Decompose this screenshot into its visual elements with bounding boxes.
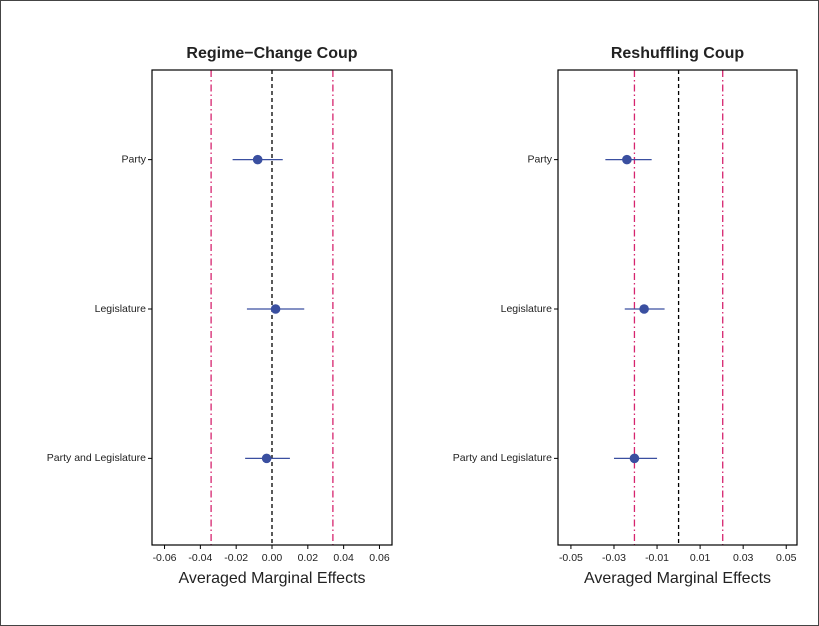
point-estimate — [629, 453, 640, 464]
x-tick-label: -0.04 — [188, 552, 212, 564]
x-tick-label: -0.05 — [559, 552, 583, 564]
point-estimate — [270, 304, 281, 314]
x-tick-label: -0.03 — [602, 552, 626, 564]
y-tick-label: Legislature — [501, 303, 553, 315]
y-tick-label: Party and Legislature — [453, 452, 552, 464]
x-tick-label: 0.05 — [776, 552, 797, 564]
plot-border — [557, 69, 798, 546]
y-tick-label: Party — [527, 153, 552, 165]
x-tick-label: -0.01 — [645, 552, 669, 564]
x-tick-label: 0.04 — [333, 552, 354, 564]
point-estimate — [261, 453, 272, 464]
x-tick-label: 0.00 — [262, 552, 283, 564]
panel-title: Reshuffling Coup — [611, 45, 745, 62]
point-estimate — [252, 154, 263, 165]
x-tick-label: -0.02 — [224, 552, 248, 564]
y-tick-label: Party — [121, 153, 146, 165]
point-estimate — [639, 304, 649, 314]
y-tick-label: Party and Legislature — [47, 452, 146, 464]
x-axis-label: Averaged Marginal Effects — [584, 570, 771, 587]
x-tick-label: 0.06 — [369, 552, 390, 564]
point-estimate — [622, 154, 632, 165]
panel-title: Regime−Change Coup — [186, 45, 357, 62]
x-tick-label: 0.01 — [690, 552, 711, 564]
x-axis-label: Averaged Marginal Effects — [178, 570, 365, 587]
y-tick-label: Legislature — [95, 303, 147, 315]
plot-border — [151, 69, 393, 546]
x-tick-label: 0.03 — [733, 552, 754, 564]
x-tick-label: -0.06 — [153, 552, 177, 564]
x-tick-label: 0.02 — [298, 552, 319, 564]
